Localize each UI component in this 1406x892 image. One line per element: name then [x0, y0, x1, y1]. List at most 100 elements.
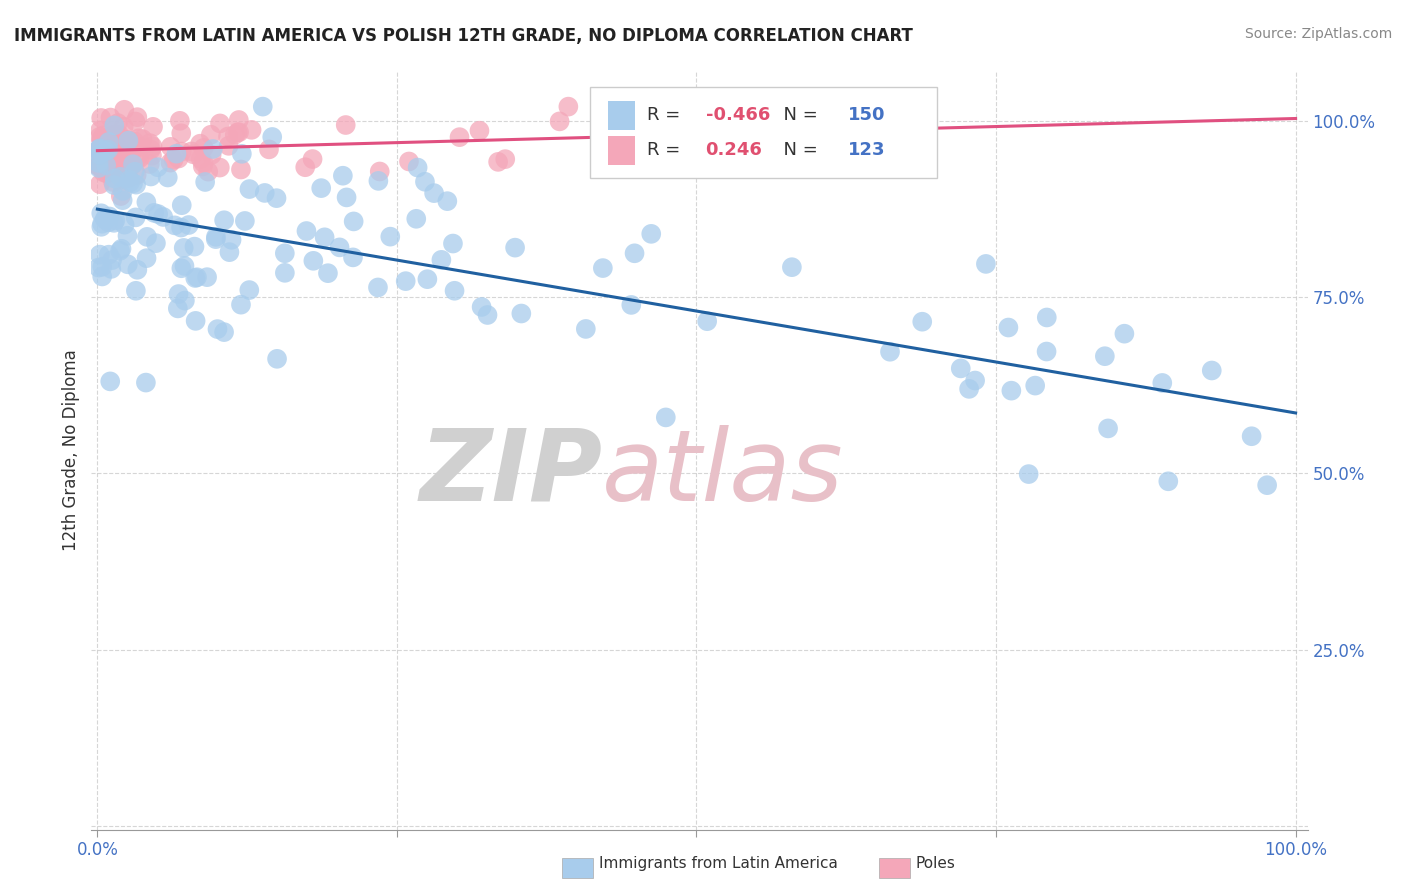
Point — [167, 152, 190, 166]
Point — [336, 190, 359, 204]
Point — [93, 151, 115, 165]
Point — [91, 165, 114, 179]
Text: N =: N = — [772, 106, 824, 124]
Point — [949, 361, 972, 376]
Point — [592, 261, 614, 276]
Point — [879, 344, 901, 359]
Point — [96, 148, 118, 162]
Point — [197, 164, 219, 178]
Point — [89, 141, 111, 155]
Point — [166, 146, 188, 161]
Text: atlas: atlas — [602, 425, 844, 522]
Point — [112, 138, 135, 153]
Point — [228, 113, 250, 128]
Point — [395, 274, 418, 288]
Point — [117, 134, 139, 148]
Point — [91, 260, 114, 274]
Point — [170, 198, 193, 212]
Point — [180, 145, 202, 159]
Point — [416, 272, 439, 286]
Point — [117, 135, 139, 149]
Point — [204, 232, 226, 246]
Point — [89, 141, 111, 155]
Text: 0.246: 0.246 — [706, 141, 762, 160]
Point — [266, 191, 288, 205]
Point — [231, 146, 253, 161]
Point — [97, 215, 120, 229]
Point — [104, 171, 127, 186]
Point — [94, 162, 117, 177]
Point — [503, 241, 526, 255]
Point — [104, 147, 127, 161]
Point — [1201, 363, 1223, 377]
Point — [1035, 344, 1057, 359]
Point — [94, 212, 117, 227]
Point — [221, 233, 243, 247]
Point — [368, 164, 391, 178]
Point — [162, 153, 184, 167]
Point — [1000, 384, 1022, 398]
Point — [104, 213, 127, 227]
Point — [170, 145, 193, 159]
Point — [208, 161, 231, 175]
Point — [548, 114, 571, 128]
Point — [112, 132, 135, 146]
Point — [1097, 421, 1119, 435]
Point — [159, 155, 181, 169]
Point — [105, 150, 128, 164]
Point — [405, 211, 427, 226]
Point — [163, 219, 186, 233]
Point — [575, 322, 598, 336]
Point — [139, 143, 162, 157]
Point — [108, 169, 131, 184]
Point — [101, 253, 124, 268]
Point — [135, 251, 157, 265]
Point — [142, 120, 165, 134]
Point — [108, 149, 131, 163]
Point — [103, 178, 125, 192]
Point — [118, 172, 141, 186]
Point — [343, 214, 366, 228]
Point — [406, 161, 429, 175]
Point — [93, 128, 115, 143]
Point — [143, 206, 166, 220]
Point — [266, 351, 288, 366]
Point — [124, 165, 146, 179]
Point — [100, 136, 122, 151]
Point — [696, 314, 718, 328]
FancyBboxPatch shape — [591, 87, 936, 178]
Point — [655, 410, 678, 425]
Point — [1152, 376, 1174, 390]
Point — [173, 259, 195, 273]
Point — [97, 138, 120, 153]
Point — [1240, 429, 1263, 443]
Point — [90, 206, 112, 220]
Point — [1114, 326, 1136, 341]
Point — [111, 134, 134, 148]
Point — [98, 133, 121, 147]
Point — [118, 171, 141, 186]
Point — [124, 114, 146, 128]
Point — [94, 141, 117, 155]
Point — [226, 125, 249, 139]
Point — [184, 271, 207, 285]
FancyBboxPatch shape — [609, 136, 636, 165]
Point — [159, 140, 181, 154]
Point — [100, 140, 122, 154]
Point — [121, 158, 143, 172]
Point — [181, 147, 204, 161]
Point — [98, 210, 121, 224]
Point — [96, 167, 118, 181]
Point — [224, 128, 246, 142]
Point — [90, 219, 112, 234]
Point — [101, 130, 124, 145]
Point — [274, 266, 297, 280]
Point — [274, 246, 297, 260]
Point — [90, 133, 112, 147]
Point — [111, 193, 134, 207]
Point — [90, 111, 112, 125]
Point — [91, 137, 114, 152]
Point — [170, 261, 193, 276]
Point — [367, 280, 389, 294]
Point — [93, 154, 115, 169]
